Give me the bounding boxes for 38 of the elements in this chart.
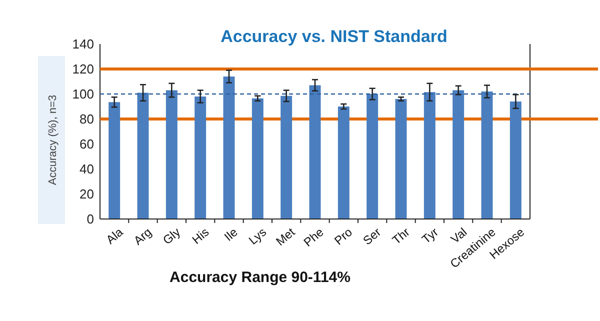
x-tick-label: Ile [222, 224, 241, 244]
y-tick-label: 120 [72, 62, 94, 76]
bar [252, 98, 264, 219]
y-tick-label: 80 [80, 112, 94, 126]
bar [481, 92, 493, 219]
bar [366, 94, 378, 219]
x-tick-label: Lys [246, 225, 269, 248]
x-tick-label: Ser [360, 225, 384, 248]
x-tick-label: Phe [300, 224, 327, 250]
bar [280, 96, 292, 219]
y-tick-label: 40 [80, 162, 94, 176]
bar [309, 85, 321, 219]
bar [424, 92, 436, 219]
x-tick-label: Arg [131, 225, 154, 248]
chart-title: Accuracy vs. NIST Standard [220, 27, 448, 46]
x-tick-label: Thr [390, 225, 412, 248]
bar [166, 90, 178, 219]
bar [338, 106, 350, 219]
y-tick-label: 60 [80, 136, 94, 152]
x-tick-label: Ala [103, 224, 126, 247]
y-axis-title: Accuracy (%), n=3 [47, 94, 59, 186]
bar [108, 102, 120, 219]
x-tick-label: Gly [160, 225, 183, 248]
bar [510, 102, 522, 219]
bar [194, 96, 206, 219]
y-tick-label: 140 [72, 36, 94, 52]
bar [395, 99, 407, 219]
bar [137, 92, 149, 219]
x-tick-label: Tyr [419, 225, 441, 246]
y-tick-label: 20 [80, 186, 94, 202]
x-tick-label: Pro [332, 224, 356, 248]
y-tick-label: 0 [86, 212, 94, 226]
x-tick-label: Met [273, 224, 298, 249]
bar [452, 90, 464, 219]
x-tick-label: His [189, 225, 212, 247]
y-tick-label: 100 [72, 86, 94, 102]
bar [223, 76, 235, 219]
x-axis-title: Accuracy Range 90-114% [170, 269, 350, 286]
